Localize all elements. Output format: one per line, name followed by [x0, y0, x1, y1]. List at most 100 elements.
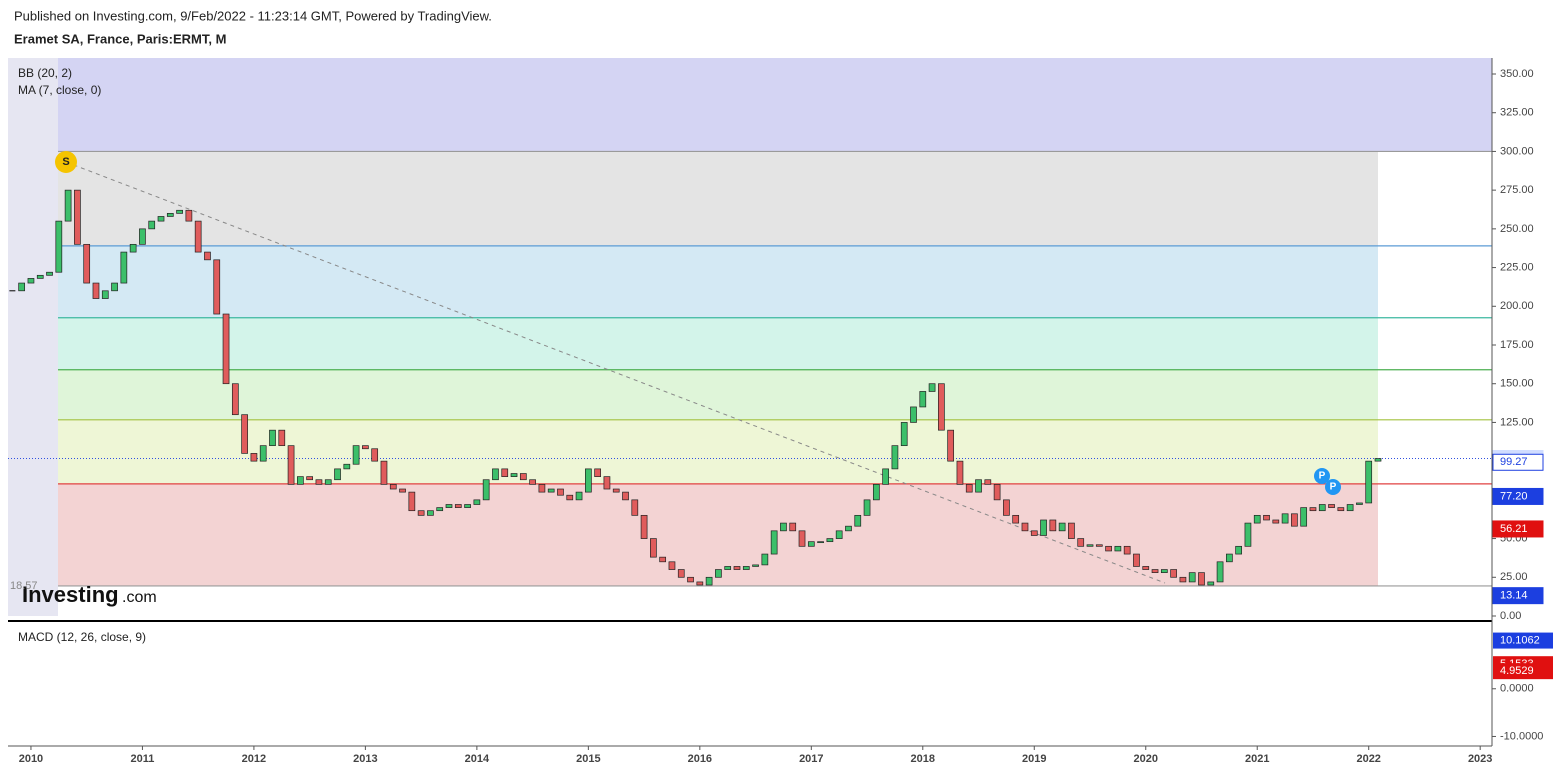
candle [993, 484, 1001, 501]
y-tick-label: 275.00 [1500, 184, 1534, 196]
candle [603, 476, 611, 490]
candle [566, 494, 574, 501]
candle [928, 383, 936, 392]
candle [324, 479, 332, 485]
y-tick-label: 250.00 [1500, 223, 1534, 235]
candle [1365, 460, 1373, 504]
candle [83, 243, 91, 284]
candle [464, 504, 471, 508]
y-tick-label: 300.00 [1500, 145, 1534, 157]
candle [1003, 499, 1010, 516]
candle [910, 406, 917, 423]
macd-tag-label: 10.1062 [1500, 634, 1540, 646]
candle [18, 282, 26, 292]
candle [1114, 545, 1122, 552]
candle [213, 259, 221, 315]
candle [1030, 530, 1038, 536]
candle [1337, 507, 1345, 512]
candle [798, 530, 806, 547]
candle [1328, 504, 1335, 508]
candle [1179, 576, 1187, 583]
candle [139, 228, 146, 245]
macd-tag [1493, 632, 1553, 649]
price-tag [1492, 453, 1544, 471]
candle [1216, 561, 1224, 583]
x-tick-label: 2019 [1022, 753, 1046, 765]
candle [306, 476, 313, 481]
fib-zone [58, 151, 1378, 246]
candle [742, 566, 750, 570]
candle [148, 220, 156, 230]
candle [259, 445, 267, 462]
x-tick-label: 2014 [465, 753, 490, 765]
candle [101, 290, 109, 299]
candle [1198, 572, 1205, 586]
candle [789, 522, 797, 532]
macd-tag-label: 4.9529 [1500, 665, 1534, 677]
candle [1272, 519, 1280, 524]
candle [64, 189, 72, 222]
candle [204, 251, 211, 261]
candle [1300, 507, 1308, 527]
fib-label: 18.57 [10, 580, 38, 592]
zone-top [58, 58, 1492, 152]
candle [770, 530, 778, 555]
macd-tag [1493, 663, 1553, 680]
candle [1244, 522, 1252, 547]
x-tick-label: 2023 [1468, 753, 1492, 765]
candle [269, 429, 276, 447]
candle [194, 220, 202, 253]
candle [882, 468, 889, 485]
candle [1170, 569, 1177, 578]
x-tick-label: 2022 [1356, 753, 1380, 765]
candle [371, 448, 379, 462]
candle [1160, 569, 1168, 573]
candle [659, 556, 667, 563]
candle [111, 282, 118, 292]
price-tag-label: 77.20 [1500, 490, 1528, 502]
candle [241, 414, 248, 454]
candle [622, 491, 629, 501]
candle [1058, 522, 1066, 532]
candle [1086, 544, 1094, 547]
indicator-label: BB (20, 2) [18, 66, 72, 80]
candle [157, 216, 165, 222]
header: Published on Investing.com, 9/Feb/2022 -… [14, 8, 492, 23]
macd-label: MACD (12, 26, close, 9) [18, 630, 146, 644]
candle [1346, 504, 1354, 512]
candle [334, 468, 341, 481]
candle [129, 243, 137, 253]
y-tick-label: 125.00 [1500, 416, 1534, 428]
candle [677, 569, 685, 578]
candle [352, 445, 360, 465]
candle [1123, 545, 1131, 555]
candle [250, 453, 258, 462]
brand-suffix: .com [122, 589, 157, 606]
candle [1142, 566, 1150, 570]
price-tag [1492, 587, 1544, 605]
y2-tick-label: 0.0000 [1500, 683, 1534, 695]
candle [445, 504, 453, 508]
candle [1263, 514, 1270, 521]
candle [1188, 572, 1196, 583]
candle [752, 564, 759, 567]
candle [919, 391, 927, 408]
candle [547, 488, 555, 493]
candle [380, 460, 388, 485]
candle [938, 383, 945, 431]
x-tick-label: 2020 [1134, 753, 1158, 765]
marker [55, 151, 77, 173]
candle [362, 445, 369, 450]
candle [1207, 581, 1215, 586]
candle [343, 463, 351, 470]
candle [436, 507, 444, 512]
candle [733, 566, 741, 570]
candle [826, 538, 834, 543]
candle [510, 473, 518, 477]
candle [724, 566, 732, 570]
x-tick-label: 2017 [799, 753, 823, 765]
candle [389, 484, 397, 490]
candle [984, 479, 992, 485]
candle [482, 479, 490, 501]
candle [631, 499, 639, 516]
